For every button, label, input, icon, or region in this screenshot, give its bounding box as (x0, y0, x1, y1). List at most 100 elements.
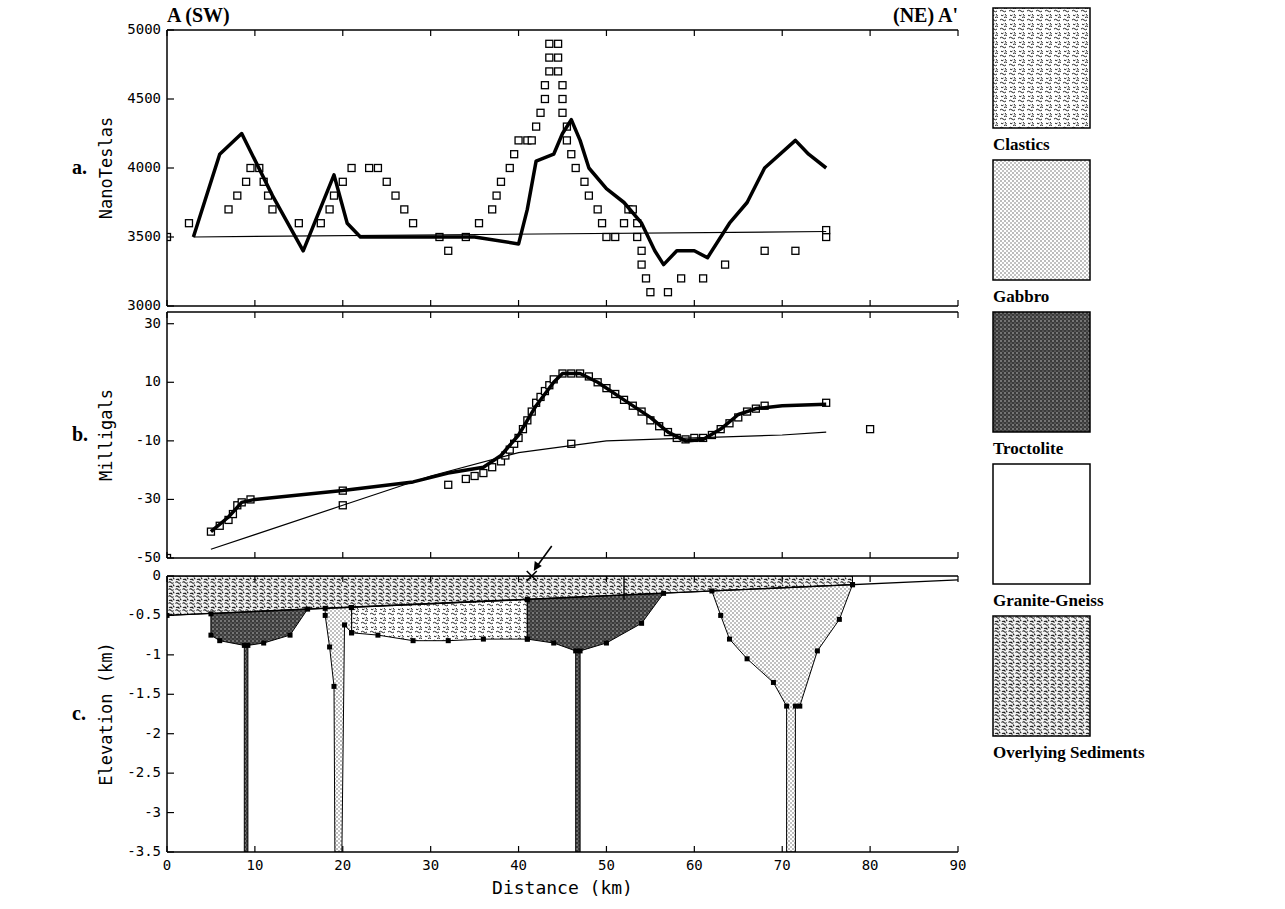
observed-point (559, 82, 566, 89)
observed-point (700, 275, 707, 282)
x-tick (342, 312, 343, 318)
x-tick (342, 552, 343, 558)
observed-point (634, 234, 641, 241)
observed-point (533, 123, 540, 130)
model-vertex (446, 638, 451, 643)
model-vertex (578, 648, 583, 653)
x-tick (957, 30, 958, 36)
observed-point (546, 54, 553, 61)
legend-label: Gabbro (993, 287, 1049, 306)
y-tick (167, 499, 174, 500)
plot-area (167, 370, 874, 558)
observed-point (638, 261, 645, 268)
y-tick-label: -30 (136, 490, 161, 506)
model-vertex (525, 637, 530, 642)
model-vertex (342, 622, 347, 627)
y-tick (167, 98, 174, 99)
y-tick-label: -0.5 (127, 606, 161, 622)
x-tick (430, 300, 431, 306)
observed-point (555, 40, 562, 47)
x-tick-label: 80 (862, 857, 879, 873)
observed-point (493, 192, 500, 199)
x-axis-title: Distance (km) (492, 877, 633, 898)
y-tick (167, 694, 174, 695)
observed-point (243, 178, 250, 185)
x-tick (694, 30, 695, 36)
x-tick-label: 70 (774, 857, 791, 873)
y-tick (167, 615, 174, 616)
observed-point (647, 289, 654, 296)
model-vertex (815, 648, 820, 653)
x-tick (694, 846, 695, 852)
observed-point (383, 178, 390, 185)
y-tick-label: 10 (144, 373, 161, 389)
observed-point (317, 220, 324, 227)
frame-top (167, 311, 958, 313)
observed-point (489, 206, 496, 213)
x-tick (254, 30, 255, 36)
legend-label: Clastics (993, 135, 1050, 154)
y-tick-label: 0 (153, 567, 161, 583)
x-tick-label: 60 (686, 857, 703, 873)
observed-point (594, 206, 601, 213)
model-vertex (411, 638, 416, 643)
observed-point (506, 165, 513, 172)
observed-point (546, 68, 553, 75)
contact-line (167, 580, 958, 616)
x-tick (606, 30, 607, 36)
model-vertex (797, 704, 802, 709)
observed-point (537, 109, 544, 116)
model-vertex (837, 617, 842, 622)
observed-point (642, 275, 649, 282)
observed-point (326, 206, 333, 213)
x-tick (694, 552, 695, 558)
profile-end-left: A (SW) (167, 4, 230, 27)
regional-line (193, 232, 826, 238)
y-tick-label: 4500 (127, 90, 161, 106)
y-tick-label: 5000 (127, 21, 161, 37)
y-tick (167, 382, 174, 383)
observed-point (621, 220, 628, 227)
rock-body (325, 608, 351, 853)
x-tick (166, 846, 167, 852)
observed-point (234, 192, 241, 199)
model-vertex (349, 630, 354, 635)
x-tick (870, 300, 871, 306)
model-vertex (349, 605, 354, 610)
observed-point (867, 426, 874, 433)
x-tick (957, 846, 958, 852)
legend-swatch (993, 616, 1090, 736)
y-axis-title: NanoTeslas (96, 117, 116, 219)
x-tick (957, 552, 958, 558)
y-tick (167, 236, 174, 237)
x-tick (782, 30, 783, 36)
observed-point (555, 54, 562, 61)
x-tick (166, 312, 167, 318)
observed-point (599, 220, 606, 227)
observed-point (330, 192, 337, 199)
legend-label: Troctolite (993, 439, 1064, 458)
model-vertex (481, 637, 486, 642)
observed-point (445, 247, 452, 254)
model-vertex (261, 641, 266, 646)
model-vertex (525, 597, 530, 602)
y-tick-label: -2 (144, 725, 161, 741)
calculated-line (193, 120, 826, 265)
model-vertex (349, 630, 354, 635)
observed-point (462, 475, 469, 482)
observed-point (568, 151, 575, 158)
observed-point (511, 151, 518, 158)
observed-point (392, 192, 399, 199)
observed-point (445, 481, 452, 488)
plot-area (167, 40, 830, 295)
x-tick-label: 20 (334, 857, 351, 873)
x-tick (606, 552, 607, 558)
observed-point (295, 220, 302, 227)
x-tick (870, 846, 871, 852)
observed-point (401, 206, 408, 213)
x-tick (606, 846, 607, 852)
observed-point (603, 234, 610, 241)
legend-swatch (993, 464, 1090, 584)
observed-point (541, 82, 548, 89)
x-tick (694, 576, 695, 582)
